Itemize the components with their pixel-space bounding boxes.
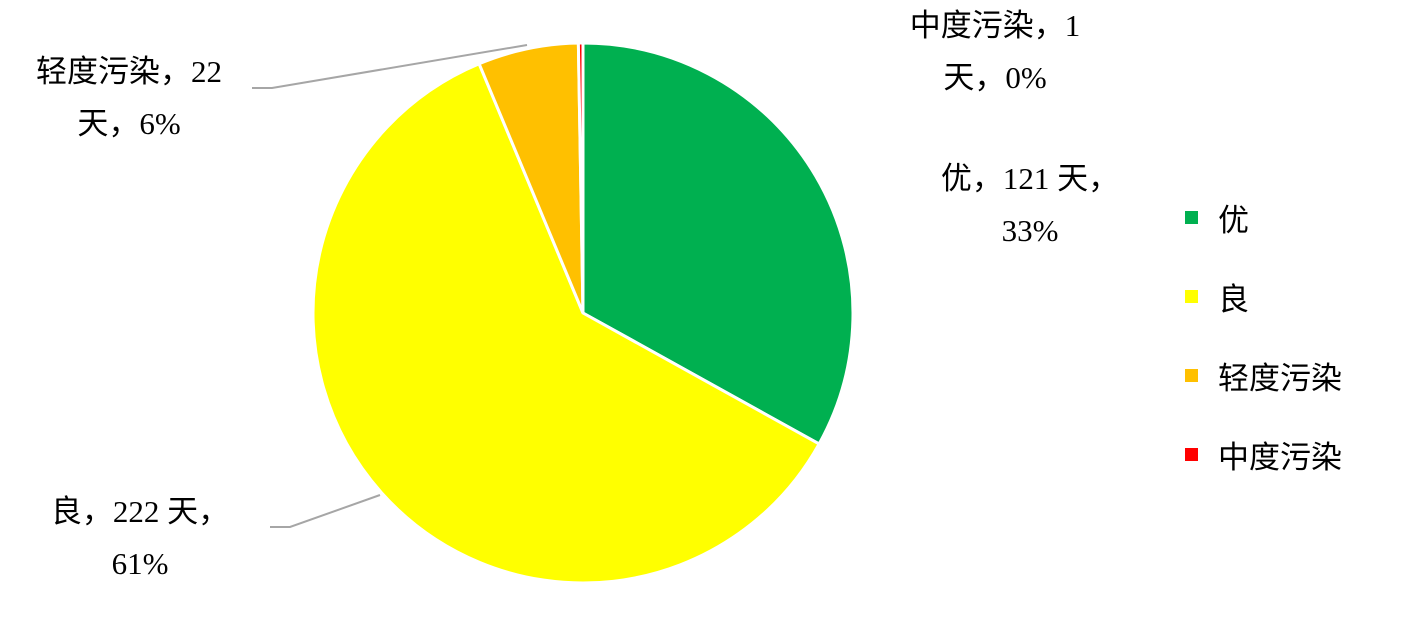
slice-you <box>581 41 855 447</box>
data-label-line: 天，0% <box>943 60 1047 95</box>
legend-label: 优 <box>1218 203 1249 238</box>
slice-moderate-pollution <box>576 41 585 314</box>
legend-swatch <box>1185 290 1198 303</box>
slice-liang <box>311 61 822 585</box>
legend-label: 轻度污染 <box>1218 361 1342 396</box>
legend-item: 轻度污染 <box>1185 336 1342 415</box>
legend-label: 中度污染 <box>1218 440 1342 475</box>
data-label-liang: 良，222 天， 61% <box>20 486 260 590</box>
data-label-moderate-pollution: 中度污染，1 天，0% <box>875 0 1115 104</box>
data-label-line: 轻度污染，22 <box>36 54 222 89</box>
leader-line-light-pollution <box>252 44 528 89</box>
data-label-you: 优，121 天， 33% <box>915 153 1145 257</box>
legend-item: 优 <box>1185 178 1342 257</box>
legend: 优 良 轻度污染 中度污染 <box>1185 178 1342 494</box>
leader-line-liang <box>270 494 381 528</box>
legend-item: 中度污染 <box>1185 415 1342 494</box>
data-label-light-pollution: 轻度污染，22 天，6% <box>0 46 258 150</box>
data-label-line: 良，222 天， <box>50 494 230 529</box>
data-label-line: 天，6% <box>77 106 181 141</box>
data-label-line: 优，121 天， <box>940 161 1120 196</box>
legend-swatch <box>1185 448 1198 461</box>
legend-label: 良 <box>1218 282 1249 317</box>
data-label-line: 33% <box>1001 213 1059 248</box>
data-label-line: 中度污染，1 <box>909 8 1081 43</box>
legend-swatch <box>1185 211 1198 224</box>
legend-swatch <box>1185 369 1198 382</box>
data-label-line: 61% <box>111 546 169 581</box>
legend-item: 良 <box>1185 257 1342 336</box>
